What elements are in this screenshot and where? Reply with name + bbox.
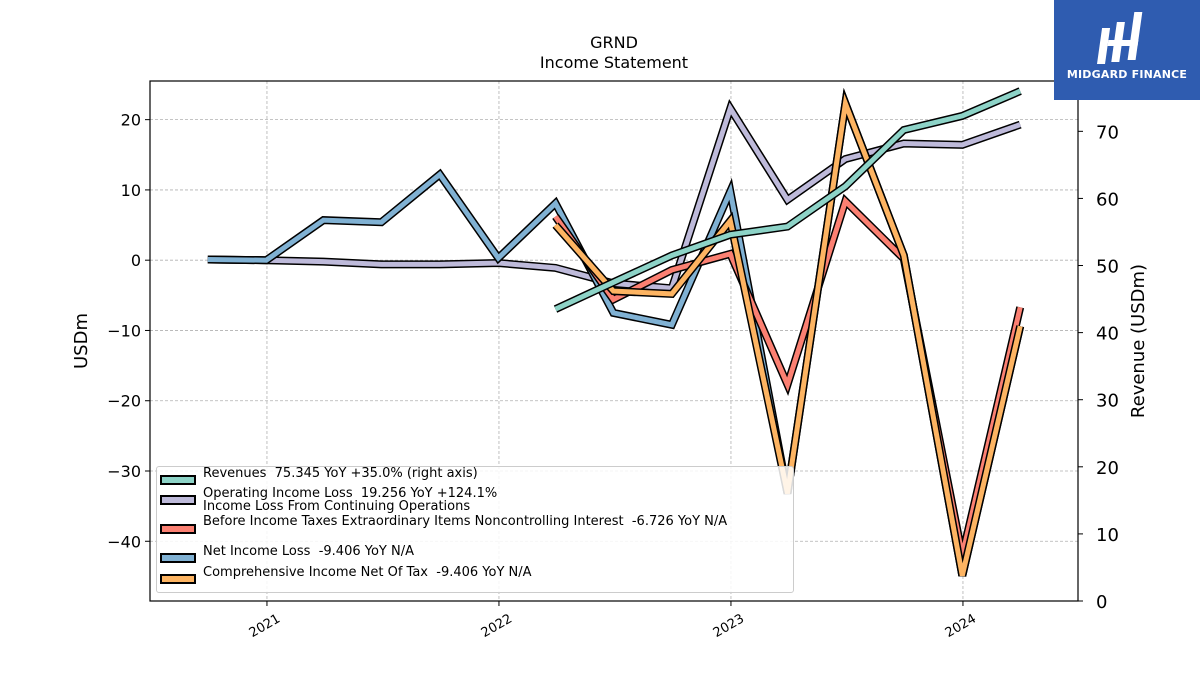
legend-swatch — [160, 524, 196, 534]
y-tick-label-right: 60 — [1096, 189, 1119, 210]
x-tick-label: 2024 — [943, 611, 979, 641]
logo-text: MIDGARD FINANCE — [1066, 68, 1188, 81]
legend-swatch — [160, 574, 196, 584]
y-tick-label-left: 20 — [121, 111, 141, 130]
y-tick-label-left: −10 — [107, 321, 141, 340]
y-tick-label-right: 10 — [1096, 525, 1119, 546]
y-axis-label-right: Revenue (USDm) — [1128, 264, 1149, 418]
chart-title: GRND — [590, 33, 638, 52]
y-tick-label-left: 0 — [131, 251, 141, 270]
x-tick-label: 2022 — [479, 611, 515, 641]
legend-label: Net Income Loss -9.406 YoY N/A — [203, 543, 414, 559]
y-tick-label-right: 50 — [1096, 257, 1119, 278]
legend-label: Operating Income Loss 19.256 YoY +124.1% — [203, 485, 498, 501]
legend-swatch — [160, 475, 196, 485]
y-tick-label-left: 10 — [121, 181, 141, 200]
y-tick-label-right: 40 — [1096, 324, 1119, 345]
y-tick-label-left: −20 — [107, 392, 141, 411]
y-axis-label-left: USDm — [71, 313, 92, 369]
midgard-finance-logo: MIDGARD FINANCE — [1054, 0, 1200, 100]
legend-swatch — [160, 553, 196, 563]
legend-label: Income Loss From Continuing Operations B… — [203, 499, 728, 529]
x-tick-label: 2023 — [711, 611, 747, 641]
y-tick-label-right: 0 — [1096, 592, 1107, 613]
legend-label: Comprehensive Income Net Of Tax -9.406 Y… — [203, 564, 532, 580]
chart-subtitle: Income Statement — [539, 53, 689, 72]
series-line-revenues — [554, 88, 1022, 312]
logo-mark-icon — [1097, 12, 1143, 64]
y-tick-label-right: 30 — [1096, 391, 1119, 412]
y-tick-label-right: 70 — [1096, 122, 1119, 143]
chart-legend: Revenues 75.345 YoY +35.0% (right axis) … — [156, 466, 794, 593]
y-tick-label-left: −30 — [107, 462, 141, 481]
legend-label: Revenues 75.345 YoY +35.0% (right axis) — [203, 465, 478, 481]
legend-swatch — [160, 495, 196, 505]
y-tick-label-left: −40 — [107, 532, 141, 551]
grid-lines — [150, 81, 1078, 601]
plot-frame — [149, 80, 1079, 602]
y-tick-label-right: 20 — [1096, 458, 1119, 479]
x-tick-label: 2021 — [247, 611, 283, 641]
